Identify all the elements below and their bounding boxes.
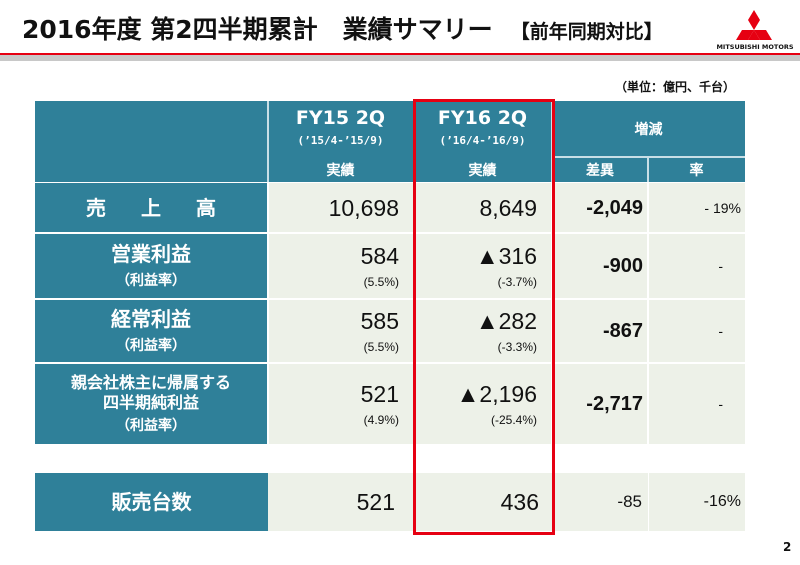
cell-fy15-operating-income: 584 (5.5%) <box>269 234 413 298</box>
fy16-actual-label: 実績 <box>468 163 497 179</box>
header-diff: 差異 <box>552 157 648 182</box>
row-label-sub: （利益率） <box>116 418 186 434</box>
row-label-text-2: 四半期純利益 <box>102 393 199 412</box>
value: ▲282 <box>475 308 537 334</box>
fy16-period: (’16/4-’16/9) <box>439 134 526 147</box>
header-blank-cell <box>35 101 268 182</box>
header-gray-bar <box>0 55 800 61</box>
divider <box>647 157 649 182</box>
header-change: 増減 <box>552 101 745 157</box>
row-label-sales: 売 上 高 <box>35 183 267 232</box>
row-label-sales-volume: 販売台数 <box>35 473 268 531</box>
cell-rate-ordinary-income: - <box>649 300 745 362</box>
value: -900 <box>602 255 643 277</box>
cell-fy15-ordinary-income: 585 (5.5%) <box>269 300 413 362</box>
row-label-sub: （利益率） <box>116 273 186 289</box>
change-label: 増減 <box>634 122 663 138</box>
cell-fy16-sales: 8,649 <box>413 183 551 232</box>
value: 584 <box>360 243 399 269</box>
margin: (5.5%) <box>363 340 399 354</box>
margin: (-3.3%) <box>497 340 537 354</box>
diff-label: 差異 <box>586 163 614 179</box>
cell-rate-sales-volume: -16% <box>649 473 745 531</box>
header-fy15-sub: 実績 <box>268 157 413 182</box>
three-diamonds-icon <box>736 10 772 40</box>
value: - <box>718 258 723 274</box>
header-red-line <box>0 53 800 55</box>
cell-diff-net-income: -2,717 <box>553 364 647 444</box>
fy16-label: FY16 2Q <box>437 107 528 129</box>
fy15-period: (’15/4-’15/9) <box>297 134 384 147</box>
fy15-label: FY15 2Q <box>295 107 386 129</box>
value: -16% <box>703 493 741 510</box>
value: 521 <box>356 489 395 515</box>
cell-fy16-ordinary-income: ▲282 (-3.3%) <box>413 300 551 362</box>
value: 521 <box>360 381 399 407</box>
row-label-net-income: 親会社株主に帰属する 四半期純利益 （利益率） <box>35 364 267 444</box>
cell-fy16-net-income: ▲2,196 (-25.4%) <box>413 364 551 444</box>
value: -85 <box>617 492 642 511</box>
value: 436 <box>500 489 539 515</box>
margin: (5.5%) <box>363 275 399 289</box>
fy15-actual-label: 実績 <box>326 163 355 179</box>
row-label-ordinary-income: 経常利益 （利益率） <box>35 300 267 362</box>
divider <box>551 101 553 182</box>
row-label-text: 親会社株主に帰属する <box>70 373 231 392</box>
cell-diff-sales-volume: -85 <box>553 473 648 531</box>
value: 585 <box>360 308 399 334</box>
unit-note: （単位：億円、千台） <box>615 80 736 94</box>
row-label-operating-income: 営業利益 （利益率） <box>35 234 267 298</box>
cell-fy15-net-income: 521 (4.9%) <box>269 364 413 444</box>
value: 8,649 <box>479 194 537 221</box>
cell-diff-sales: -2,049 <box>553 183 647 232</box>
value: -867 <box>602 320 643 342</box>
value: - 19% <box>704 199 741 216</box>
logo-text: MITSUBISHI MOTORS <box>716 43 794 51</box>
cell-fy15-sales: 10,698 <box>269 183 413 232</box>
rate-label: 率 <box>689 163 704 179</box>
cell-fy16-sales-volume: 436 <box>413 473 553 531</box>
row-label-sub: （利益率） <box>116 338 186 354</box>
slide-title: 2016年度 第2四半期累計 業績サマリー 【前年同期対比】 <box>22 10 663 46</box>
value: -2,049 <box>586 196 643 219</box>
row-label-text: 営業利益 <box>111 242 191 266</box>
value: - <box>718 323 723 339</box>
header-fy15: FY15 2Q (’15/4-’15/9) <box>268 101 413 157</box>
value: ▲2,196 <box>456 381 537 407</box>
cell-rate-net-income: - <box>649 364 745 444</box>
page-number: 2 <box>783 540 792 554</box>
cell-fy15-sales-volume: 521 <box>268 473 413 531</box>
cell-rate-operating-income: - <box>649 234 745 298</box>
header-rate: 率 <box>648 157 745 182</box>
row-label-text: 販売台数 <box>111 490 192 514</box>
divider <box>267 101 269 182</box>
cell-fy16-operating-income: ▲316 (-3.7%) <box>413 234 551 298</box>
cell-diff-ordinary-income: -867 <box>553 300 647 362</box>
row-label-text: 経常利益 <box>111 307 191 331</box>
value: 10,698 <box>328 194 399 221</box>
value: ▲316 <box>475 243 537 269</box>
value: - <box>718 396 723 412</box>
title-subtitle: 【前年同期対比】 <box>510 21 663 43</box>
row-label-text: 売 上 高 <box>86 195 230 220</box>
header-fy16-sub: 実績 <box>413 157 552 182</box>
title-main: 2016年度 第2四半期累計 業績サマリー <box>22 15 493 44</box>
cell-diff-operating-income: -900 <box>553 234 647 298</box>
cell-rate-sales: - 19% <box>649 183 745 232</box>
margin: (-3.7%) <box>497 275 537 289</box>
margin: (4.9%) <box>363 413 399 427</box>
margin: (-25.4%) <box>490 413 537 427</box>
header-fy16: FY16 2Q (’16/4-’16/9) <box>413 101 552 157</box>
value: -2,717 <box>586 393 643 415</box>
